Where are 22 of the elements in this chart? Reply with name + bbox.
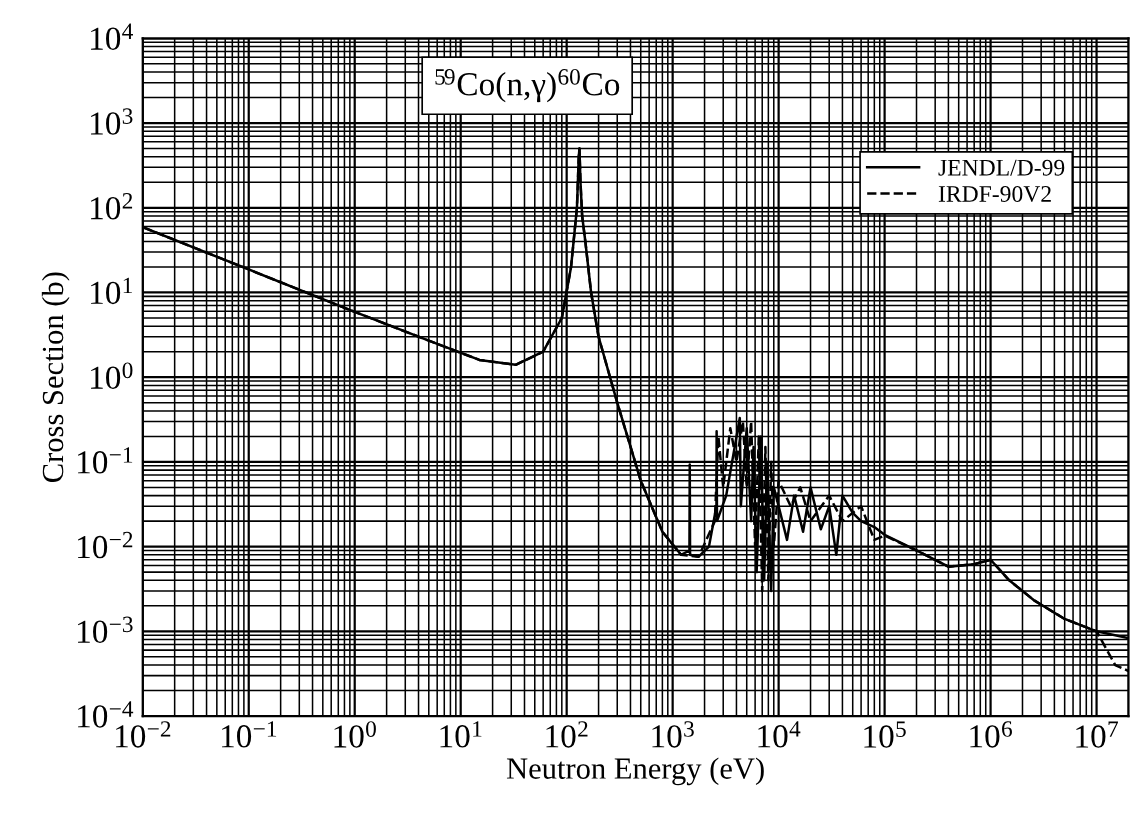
y-tick-label: 10$^{0}$ (91, 362, 133, 389)
y-tick-label: 10$^{−1}$ (78, 447, 133, 474)
x-tick-label: 10$^{1}$ (440, 721, 482, 748)
x-tick-label: 10$^{5}$ (864, 721, 906, 748)
x-tick-label: 10$^{4}$ (758, 721, 801, 748)
y-axis-title: Cross Section (b) (41, 272, 70, 483)
y-tick-label: 10$^{3}$ (91, 108, 133, 135)
y-tick-label: 10$^{−3}$ (78, 616, 133, 644)
x-tick-label: 10$^{3}$ (652, 721, 694, 748)
x-tick-label: 10$^{6}$ (970, 721, 1012, 748)
x-axis-title: Neutron Energy (eV) (506, 757, 764, 786)
x-tick-label: 10$^{0}$ (334, 721, 376, 748)
x-tick-label: 10$^{7}$ (1076, 721, 1118, 748)
x-tick-label: 10$^{−1}$ (222, 721, 277, 748)
y-tick-label: 10$^{−2}$ (78, 531, 133, 559)
y-tick-label: 10$^{2}$ (91, 193, 133, 220)
y-tick-label: 10$^{1}$ (91, 277, 132, 305)
legend-label: IRDF-90V2 (938, 186, 1051, 203)
x-tick-label: 10$^{2}$ (546, 721, 588, 748)
y-tick-label: 10$^{4}$ (91, 23, 133, 50)
text: $^{59}$Co(n,γ)$^{60}$Co (435, 68, 620, 103)
legend-label: JENDL/D-99 (938, 159, 1065, 176)
